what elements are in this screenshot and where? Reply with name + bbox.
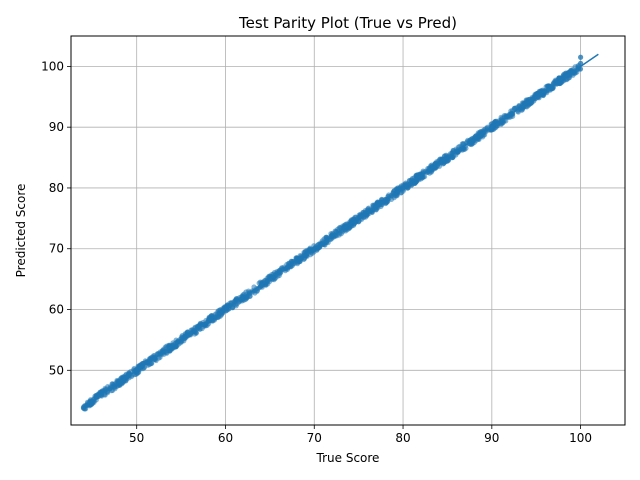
data-point — [420, 168, 426, 174]
chart-title: Test Parity Plot (True vs Pred) — [238, 14, 457, 32]
x-tick-label: 100 — [569, 431, 592, 445]
x-tick-label: 60 — [218, 431, 233, 445]
data-point — [578, 54, 584, 60]
y-axis-label: Predicted Score — [14, 184, 28, 278]
parity-line — [83, 53, 599, 408]
data-point — [574, 69, 580, 75]
y-tick-label: 70 — [49, 242, 64, 256]
data-point — [366, 205, 372, 211]
y-tick-label: 90 — [49, 120, 64, 134]
x-tick-label: 50 — [129, 431, 144, 445]
parity-reference-line — [83, 53, 599, 408]
x-tick-label: 70 — [307, 431, 322, 445]
x-tick-label: 90 — [484, 431, 499, 445]
plot-frame — [70, 35, 626, 426]
data-point — [224, 302, 231, 308]
data-point — [459, 141, 465, 147]
y-tick-label: 80 — [49, 181, 64, 195]
x-axis-ticks: 50 60 70 80 90 100 — [129, 425, 592, 445]
data-point — [233, 296, 239, 302]
y-tick-label: 50 — [49, 363, 64, 377]
y-axis-ticks: 50 60 70 80 90 100 — [41, 59, 71, 377]
data-point — [556, 75, 562, 81]
y-tick-label: 60 — [49, 303, 64, 317]
x-axis-label: True Score — [316, 451, 380, 465]
y-tick-label: 100 — [41, 59, 64, 73]
x-tick-label: 80 — [395, 431, 410, 445]
grid — [71, 36, 625, 425]
